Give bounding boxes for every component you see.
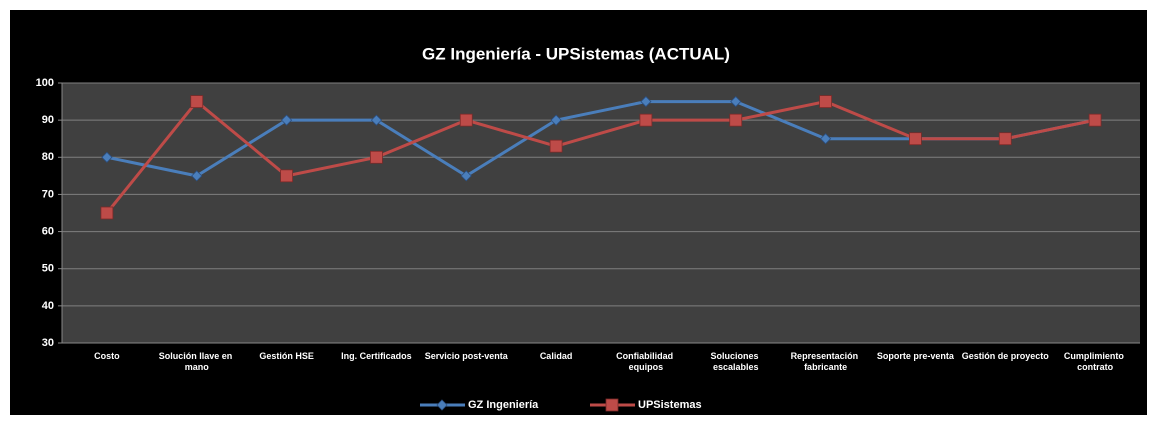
x-tick-label: Confiabilidad equipos [616,351,676,372]
data-point [281,114,293,126]
y-tick-label: 90 [42,114,54,126]
data-point [460,170,472,182]
data-point [909,132,922,146]
legend-label: UPSistemas [638,399,702,411]
x-tick-label: Solución llave en mano [159,351,235,372]
series-line [105,99,1096,214]
data-point [1088,113,1102,127]
x-tick-label: Soluciones escalables [710,351,761,372]
y-tick-label: 70 [42,188,54,200]
x-tick-label: Ing. Certificados [341,351,412,361]
data-point [459,113,473,127]
legend-marker [436,399,448,411]
y-tick-label: 100 [36,77,54,89]
x-tick-label: Soporte pre-venta [877,351,955,361]
data-point [819,95,832,108]
data-point [191,170,203,182]
y-tick-label: 80 [42,151,54,163]
data-point [101,151,113,163]
data-point [730,96,742,108]
x-tick-label: Representación fabricante [791,351,861,372]
y-tick-label: 60 [42,225,54,237]
data-point [729,113,743,127]
x-tick-label: Cumplimiento contrato [1064,351,1127,372]
legend-label: GZ Ingeniería [468,399,539,411]
data-point [100,206,114,220]
plot-area [62,83,1140,343]
data-point [370,150,383,164]
data-point [998,132,1012,146]
x-tick-label: Calidad [540,351,573,361]
data-point [550,114,562,126]
y-tick-label: 40 [42,300,54,312]
data-point [370,114,382,126]
data-point [280,169,293,183]
data-point [640,96,652,108]
y-tick-label: 50 [42,263,54,275]
x-tick-label: Costo [94,351,120,361]
legend-marker [605,398,619,412]
x-tick-label: Gestión de proyecto [962,351,1050,361]
data-point [820,133,832,145]
x-tick-label: Gestión HSE [259,351,314,361]
data-point [549,139,563,153]
data-point [639,113,653,127]
y-tick-label: 30 [42,337,54,349]
data-point [190,95,204,108]
chart-title: GZ Ingeniería - UPSistemas (ACTUAL) [422,44,730,63]
x-tick-label: Servicio post-venta [425,351,509,361]
